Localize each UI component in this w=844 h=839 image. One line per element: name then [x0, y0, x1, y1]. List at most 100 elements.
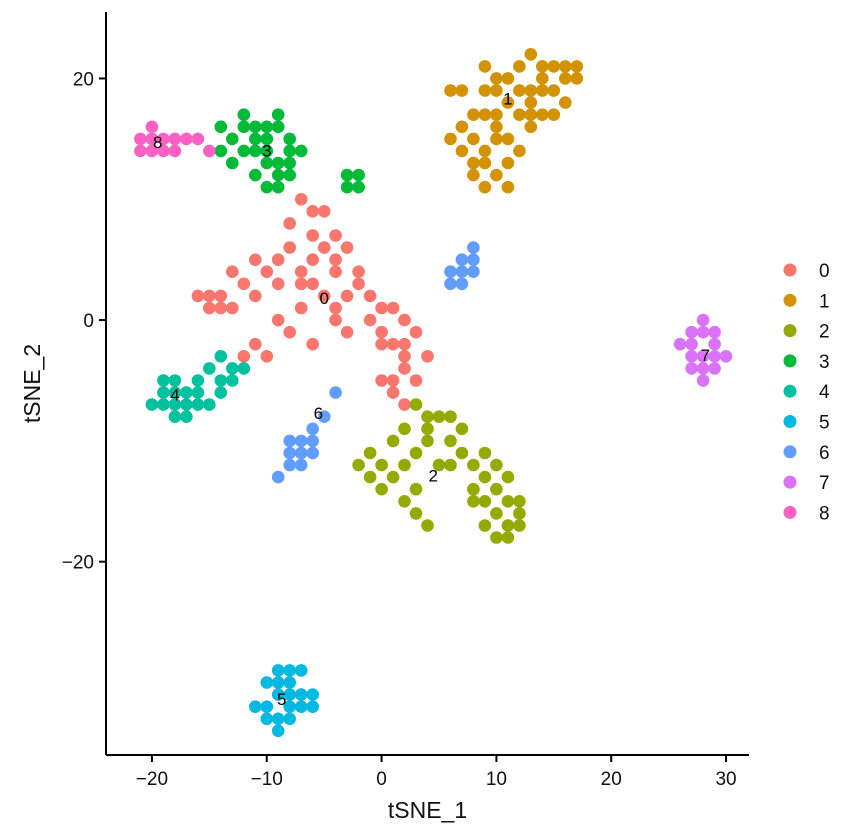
data-point — [271, 108, 285, 121]
data-point — [283, 700, 297, 713]
data-point — [283, 241, 297, 254]
data-point — [490, 507, 503, 520]
data-point — [180, 132, 193, 146]
data-point — [719, 350, 733, 363]
data-point — [432, 410, 446, 424]
data-point — [696, 374, 710, 387]
x-tick-label: 0 — [376, 769, 387, 790]
cluster-label-8: 8 — [153, 133, 162, 152]
data-point — [306, 229, 320, 242]
data-point — [249, 337, 262, 351]
legend-label: 2 — [819, 322, 830, 343]
data-point — [696, 362, 710, 375]
data-point — [260, 265, 274, 279]
data-point — [237, 350, 251, 363]
data-point — [294, 144, 308, 158]
series-1 — [444, 48, 584, 194]
data-point — [559, 72, 572, 85]
data-point — [570, 60, 584, 73]
data-point — [317, 205, 331, 218]
data-point — [157, 386, 170, 399]
data-point — [260, 700, 274, 713]
legend-item-3: 3 — [783, 352, 830, 373]
data-point — [490, 72, 503, 85]
data-point — [294, 434, 308, 448]
data-point — [444, 265, 457, 279]
data-point — [283, 217, 297, 230]
data-point — [226, 265, 239, 279]
data-point — [501, 519, 515, 532]
data-point — [696, 350, 710, 363]
data-point — [249, 700, 262, 713]
data-point — [306, 277, 320, 291]
legend-item-6: 6 — [783, 443, 830, 464]
legend: 0 1 2 3 4 5 6 7 8 — [783, 261, 830, 524]
data-point — [249, 132, 262, 146]
data-point — [260, 676, 274, 689]
data-point — [271, 664, 285, 677]
data-point — [444, 277, 457, 291]
data-point — [271, 180, 285, 194]
cluster-label-7: 7 — [701, 346, 710, 365]
data-point — [444, 410, 457, 424]
data-point — [478, 84, 492, 97]
legend-item-0: 0 — [783, 261, 830, 282]
series-0 — [191, 193, 434, 411]
data-point — [145, 144, 159, 158]
data-point — [478, 108, 492, 121]
data-point — [329, 229, 342, 242]
data-point — [478, 470, 492, 484]
data-point — [168, 374, 182, 387]
data-point — [467, 132, 480, 146]
data-point — [249, 253, 262, 266]
data-point — [168, 386, 182, 399]
data-point — [501, 96, 515, 109]
data-point — [352, 265, 365, 279]
data-point — [386, 470, 400, 484]
data-point — [306, 688, 320, 701]
data-point — [455, 144, 469, 158]
data-point — [685, 350, 698, 363]
data-point — [329, 301, 342, 315]
data-point — [294, 277, 308, 291]
data-point — [249, 289, 262, 303]
data-point — [398, 495, 411, 508]
legend-label: 5 — [819, 413, 830, 434]
data-point — [329, 265, 342, 279]
cluster-label-3: 3 — [262, 142, 271, 161]
data-point — [478, 519, 492, 532]
data-point — [283, 676, 297, 689]
data-point — [490, 108, 503, 121]
legend-key — [783, 384, 797, 398]
x-tick-label: −10 — [251, 769, 283, 790]
data-point — [501, 156, 515, 170]
data-point — [226, 374, 239, 387]
data-point — [191, 398, 205, 411]
data-point — [260, 120, 274, 134]
data-point — [283, 712, 297, 726]
data-point — [708, 350, 721, 363]
data-point — [524, 96, 538, 109]
data-point — [467, 265, 480, 279]
data-point — [375, 458, 388, 472]
legend-label: 4 — [819, 382, 830, 403]
data-point — [260, 132, 274, 146]
data-point — [191, 289, 205, 303]
data-point — [513, 144, 526, 158]
cluster-label-1: 1 — [503, 90, 512, 109]
data-point — [409, 446, 423, 460]
data-point — [421, 519, 434, 532]
data-point — [168, 132, 182, 146]
data-point — [444, 132, 457, 146]
legend-item-2: 2 — [783, 322, 830, 343]
data-point — [478, 156, 492, 170]
data-point — [306, 253, 320, 266]
data-point — [375, 325, 388, 339]
data-point — [294, 446, 308, 460]
series-2 — [352, 398, 526, 544]
data-point — [340, 180, 354, 194]
legend-key — [783, 415, 797, 428]
data-point — [271, 120, 285, 134]
